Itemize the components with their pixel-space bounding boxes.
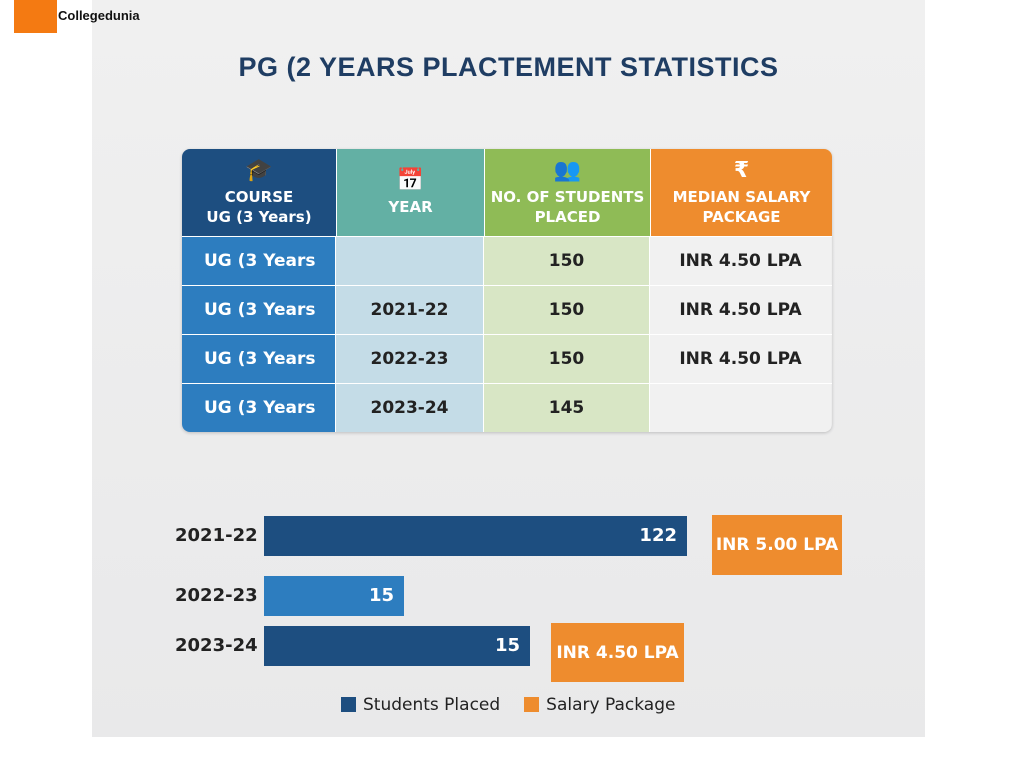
header-label: COURSE bbox=[224, 187, 294, 206]
graduation-cap-icon: 🎓 bbox=[245, 157, 273, 183]
table-row: UG (3 Years 2021-22 150 INR 4.50 LPA bbox=[182, 285, 832, 334]
table-cell: UG (3 Years bbox=[182, 237, 336, 285]
people-icon: 👥 bbox=[553, 157, 582, 183]
bar-students-placed: 122 bbox=[264, 516, 687, 556]
legend-swatch bbox=[524, 697, 540, 712]
table-cell: 150 bbox=[484, 237, 650, 285]
table-cell: UG (3 Years bbox=[182, 384, 336, 432]
table-row: UG (3 Years 150 INR 4.50 LPA bbox=[182, 236, 832, 285]
table-row: UG (3 Years 2023-24 145 bbox=[182, 383, 832, 432]
table-cell: INR 4.50 LPA bbox=[650, 286, 831, 334]
collegedunia-logo bbox=[14, 0, 57, 33]
header-label: MEDIAN SALARY bbox=[672, 187, 811, 206]
table-header: 🎓 COURSE UG (3 Years) 📅 YEAR 👥 NO. OF STUDENTS… bbox=[182, 149, 832, 236]
brand-name: Collegedunia bbox=[58, 8, 140, 23]
table-cell: UG (3 Years bbox=[182, 286, 336, 334]
page-title: PG (2 YEARS PLACTEMENT STATISTICS bbox=[238, 52, 779, 82]
table-cell: 2021-22 bbox=[336, 286, 484, 334]
header-cell: ₹ MEDIAN SALARY PACKAGE bbox=[651, 149, 832, 236]
table-cell bbox=[336, 237, 484, 285]
calendar-icon: 📅 bbox=[396, 167, 425, 193]
legend-salary-package: Salary Package bbox=[524, 695, 675, 715]
header-cell: 📅 YEAR bbox=[337, 149, 485, 236]
table-cell: INR 4.50 LPA bbox=[650, 335, 831, 383]
table-cell: 145 bbox=[484, 384, 650, 432]
header-cell: 🎓 COURSE UG (3 Years) bbox=[182, 149, 337, 236]
header-cell: 👥 NO. OF STUDENTS PLACED bbox=[485, 149, 651, 236]
bar-students-placed: 15 bbox=[264, 626, 530, 666]
table-cell: UG (3 Years bbox=[182, 335, 336, 383]
table-cell: 150 bbox=[484, 286, 650, 334]
category-label: 2021-22 bbox=[175, 525, 258, 546]
table-cell: 2022-23 bbox=[336, 335, 484, 383]
legend-students-placed: Students Placed bbox=[341, 695, 500, 715]
salary-package-label: INR 4.50 LPA bbox=[551, 623, 684, 682]
salary-package-label: INR 5.00 LPA bbox=[712, 515, 842, 575]
table-row: UG (3 Years 2022-23 150 INR 4.50 LPA bbox=[182, 334, 832, 383]
table-cell: 2023-24 bbox=[336, 384, 484, 432]
table-cell: INR 4.50 LPA bbox=[650, 237, 831, 285]
category-label: 2023-24 bbox=[175, 635, 258, 656]
header-label: UG (3 Years) bbox=[206, 207, 312, 226]
legend-swatch bbox=[341, 697, 356, 712]
chart-legend: Students Placed Salary Package bbox=[341, 695, 675, 715]
bar-students-placed: 15 bbox=[264, 576, 404, 616]
table-cell bbox=[650, 384, 831, 432]
table-cell: 150 bbox=[484, 335, 650, 383]
category-label: 2022-23 bbox=[175, 585, 258, 606]
header-label: YEAR bbox=[388, 197, 433, 216]
header-label: PLACED bbox=[534, 207, 601, 226]
header-label: NO. OF STUDENTS bbox=[490, 187, 645, 206]
placement-table: 🎓 COURSE UG (3 Years) 📅 YEAR 👥 NO. OF STUDENTS… bbox=[182, 149, 832, 432]
rupee-icon: ₹ bbox=[733, 157, 750, 183]
header-label: PACKAGE bbox=[702, 207, 781, 226]
